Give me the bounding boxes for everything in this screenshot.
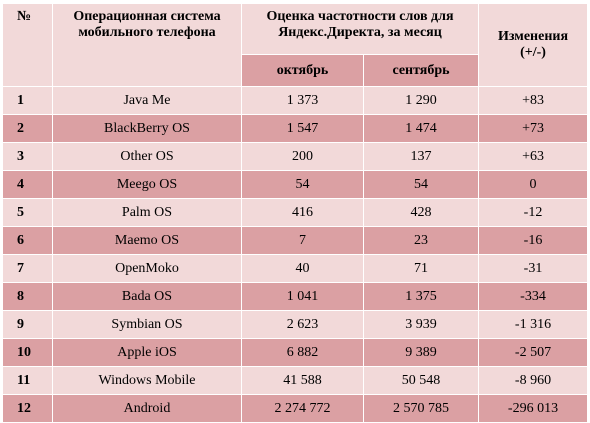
table-row: 2 BlackBerry OS 1 547 1 474 +73 <box>2 114 589 143</box>
os-frequency-table: № Операционная система мобильного телефо… <box>2 3 589 423</box>
cell-os: Windows Mobile <box>52 366 242 395</box>
cell-september: 2 570 785 <box>362 394 480 423</box>
header-change-line2: (+/-) <box>520 45 546 60</box>
cell-september: 71 <box>362 254 480 283</box>
cell-os: Java Me <box>52 86 242 115</box>
table-row: 5 Palm OS 416 428 -12 <box>2 198 589 227</box>
cell-os: OpenMoko <box>52 254 242 283</box>
cell-number: 11 <box>2 366 53 395</box>
cell-september: 23 <box>362 226 480 255</box>
cell-september: 3 939 <box>362 310 480 339</box>
cell-change: -31 <box>478 254 589 283</box>
cell-september: 1 474 <box>362 114 480 143</box>
header-october-label: октябрь <box>276 62 329 78</box>
header-number-label: № <box>17 9 32 24</box>
header-os: Операционная система мобильного телефона <box>52 3 242 87</box>
cell-october: 41 588 <box>241 366 364 395</box>
cell-september: 137 <box>362 142 480 171</box>
table-row: 3 Other OS 200 137 +63 <box>2 142 589 171</box>
cell-os: Android <box>52 394 242 423</box>
table-row: 10 Apple iOS 6 882 9 389 -2 507 <box>2 338 589 367</box>
header-os-line2: мобильного телефона <box>78 25 216 40</box>
cell-october: 6 882 <box>241 338 364 367</box>
cell-os: Meego OS <box>52 170 242 199</box>
cell-change: -296 013 <box>478 394 589 423</box>
cell-change: +63 <box>478 142 589 171</box>
cell-change: -334 <box>478 282 589 311</box>
table-row: 11 Windows Mobile 41 588 50 548 -8 960 <box>2 366 589 395</box>
cell-change: +83 <box>478 86 589 115</box>
cell-october: 416 <box>241 198 364 227</box>
table-row: 9 Symbian OS 2 623 3 939 -1 316 <box>2 310 589 339</box>
cell-number: 7 <box>2 254 53 283</box>
table-container: № Операционная система мобильного телефо… <box>2 3 589 423</box>
cell-change: -8 960 <box>478 366 589 395</box>
cell-september: 1 375 <box>362 282 480 311</box>
cell-os: BlackBerry OS <box>52 114 242 143</box>
cell-os: Bada OS <box>52 282 242 311</box>
cell-number: 5 <box>2 198 53 227</box>
cell-change: -1 316 <box>478 310 589 339</box>
cell-september: 1 290 <box>362 86 480 115</box>
cell-number: 8 <box>2 282 53 311</box>
header-change: Изменения (+/-) <box>478 3 589 87</box>
cell-number: 6 <box>2 226 53 255</box>
cell-number: 3 <box>2 142 53 171</box>
cell-os: Apple iOS <box>52 338 242 367</box>
cell-october: 7 <box>241 226 364 255</box>
header-estimate: Оценка частотности слов для Яндекс.Дирек… <box>240 3 480 55</box>
cell-october: 200 <box>241 142 364 171</box>
cell-number: 2 <box>2 114 53 143</box>
cell-change: -16 <box>478 226 589 255</box>
header-september: сентябрь <box>362 54 480 87</box>
table-row: 1 Java Me 1 373 1 290 +83 <box>2 86 589 115</box>
cell-september: 428 <box>362 198 480 227</box>
table-row: 12 Android 2 274 772 2 570 785 -296 013 <box>2 394 589 423</box>
cell-number: 12 <box>2 394 53 423</box>
table-row: 8 Bada OS 1 041 1 375 -334 <box>2 282 589 311</box>
table-row: 7 OpenMoko 40 71 -31 <box>2 254 589 283</box>
header-os-line1: Операционная система <box>73 9 221 24</box>
cell-september: 50 548 <box>362 366 480 395</box>
cell-change: -2 507 <box>478 338 589 367</box>
cell-october: 2 623 <box>241 310 364 339</box>
cell-september: 9 389 <box>362 338 480 367</box>
cell-os: Other OS <box>52 142 242 171</box>
cell-change: +73 <box>478 114 589 143</box>
cell-os: Maemo OS <box>52 226 242 255</box>
header-estimate-line1: Оценка частотности слов для <box>266 9 454 24</box>
cell-october: 54 <box>241 170 364 199</box>
cell-october: 2 274 772 <box>241 394 364 423</box>
header-september-label: сентябрь <box>392 62 450 78</box>
cell-october: 40 <box>241 254 364 283</box>
cell-september: 54 <box>362 170 480 199</box>
header-october: октябрь <box>241 54 364 87</box>
cell-number: 9 <box>2 310 53 339</box>
cell-october: 1 041 <box>241 282 364 311</box>
cell-os: Palm OS <box>52 198 242 227</box>
cell-change: -12 <box>478 198 589 227</box>
header-change-line1: Изменения <box>497 29 569 44</box>
header-estimate-line2: Яндекс.Директа, за месяц <box>278 25 442 40</box>
cell-october: 1 547 <box>241 114 364 143</box>
cell-change: 0 <box>478 170 589 199</box>
table-row: 4 Meego OS 54 54 0 <box>2 170 589 199</box>
cell-number: 4 <box>2 170 53 199</box>
cell-number: 10 <box>2 338 53 367</box>
header-number: № <box>2 3 53 87</box>
table-row: 6 Maemo OS 7 23 -16 <box>2 226 589 255</box>
table-body: 1 Java Me 1 373 1 290 +83 2 BlackBerry OS 1 547… <box>2 86 589 423</box>
cell-number: 1 <box>2 86 53 115</box>
cell-os: Symbian OS <box>52 310 242 339</box>
cell-october: 1 373 <box>241 86 364 115</box>
